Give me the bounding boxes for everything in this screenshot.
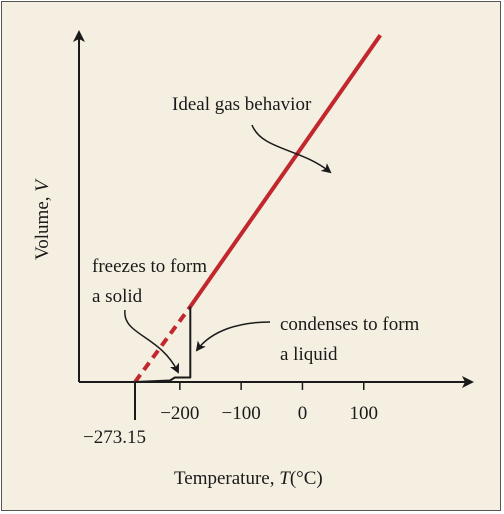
annotation-freeze-line2: a solid xyxy=(92,286,143,307)
annotation-condense-arrow xyxy=(195,321,271,352)
x-tick-label: 100 xyxy=(349,403,378,424)
annotation-condense-line2: a liquid xyxy=(280,344,338,365)
series-line-1 xyxy=(133,305,192,384)
annotation-condense-line1: condenses to form xyxy=(280,314,420,335)
y-axis-label: Volume, V xyxy=(32,178,53,260)
annotation-freeze-line1: freezes to form xyxy=(92,256,207,277)
absolute-zero-label: −273.15 xyxy=(83,427,146,448)
x-axis-label: Temperature, T(°C) xyxy=(174,468,323,489)
x-ticks: −200 −100 0 100 −273.15 xyxy=(83,382,378,448)
series-line-0 xyxy=(188,34,382,308)
annotation-ideal-gas: Ideal gas behavior xyxy=(172,94,312,115)
data-series xyxy=(133,34,382,384)
x-tick-label: −100 xyxy=(222,403,261,424)
annotation-freeze-arrow xyxy=(124,309,179,374)
x-tick-label: −200 xyxy=(160,403,199,424)
x-tick-label: 0 xyxy=(298,403,308,424)
series-line-2 xyxy=(134,306,192,383)
annotation-ideal-gas-arrow xyxy=(251,124,332,174)
